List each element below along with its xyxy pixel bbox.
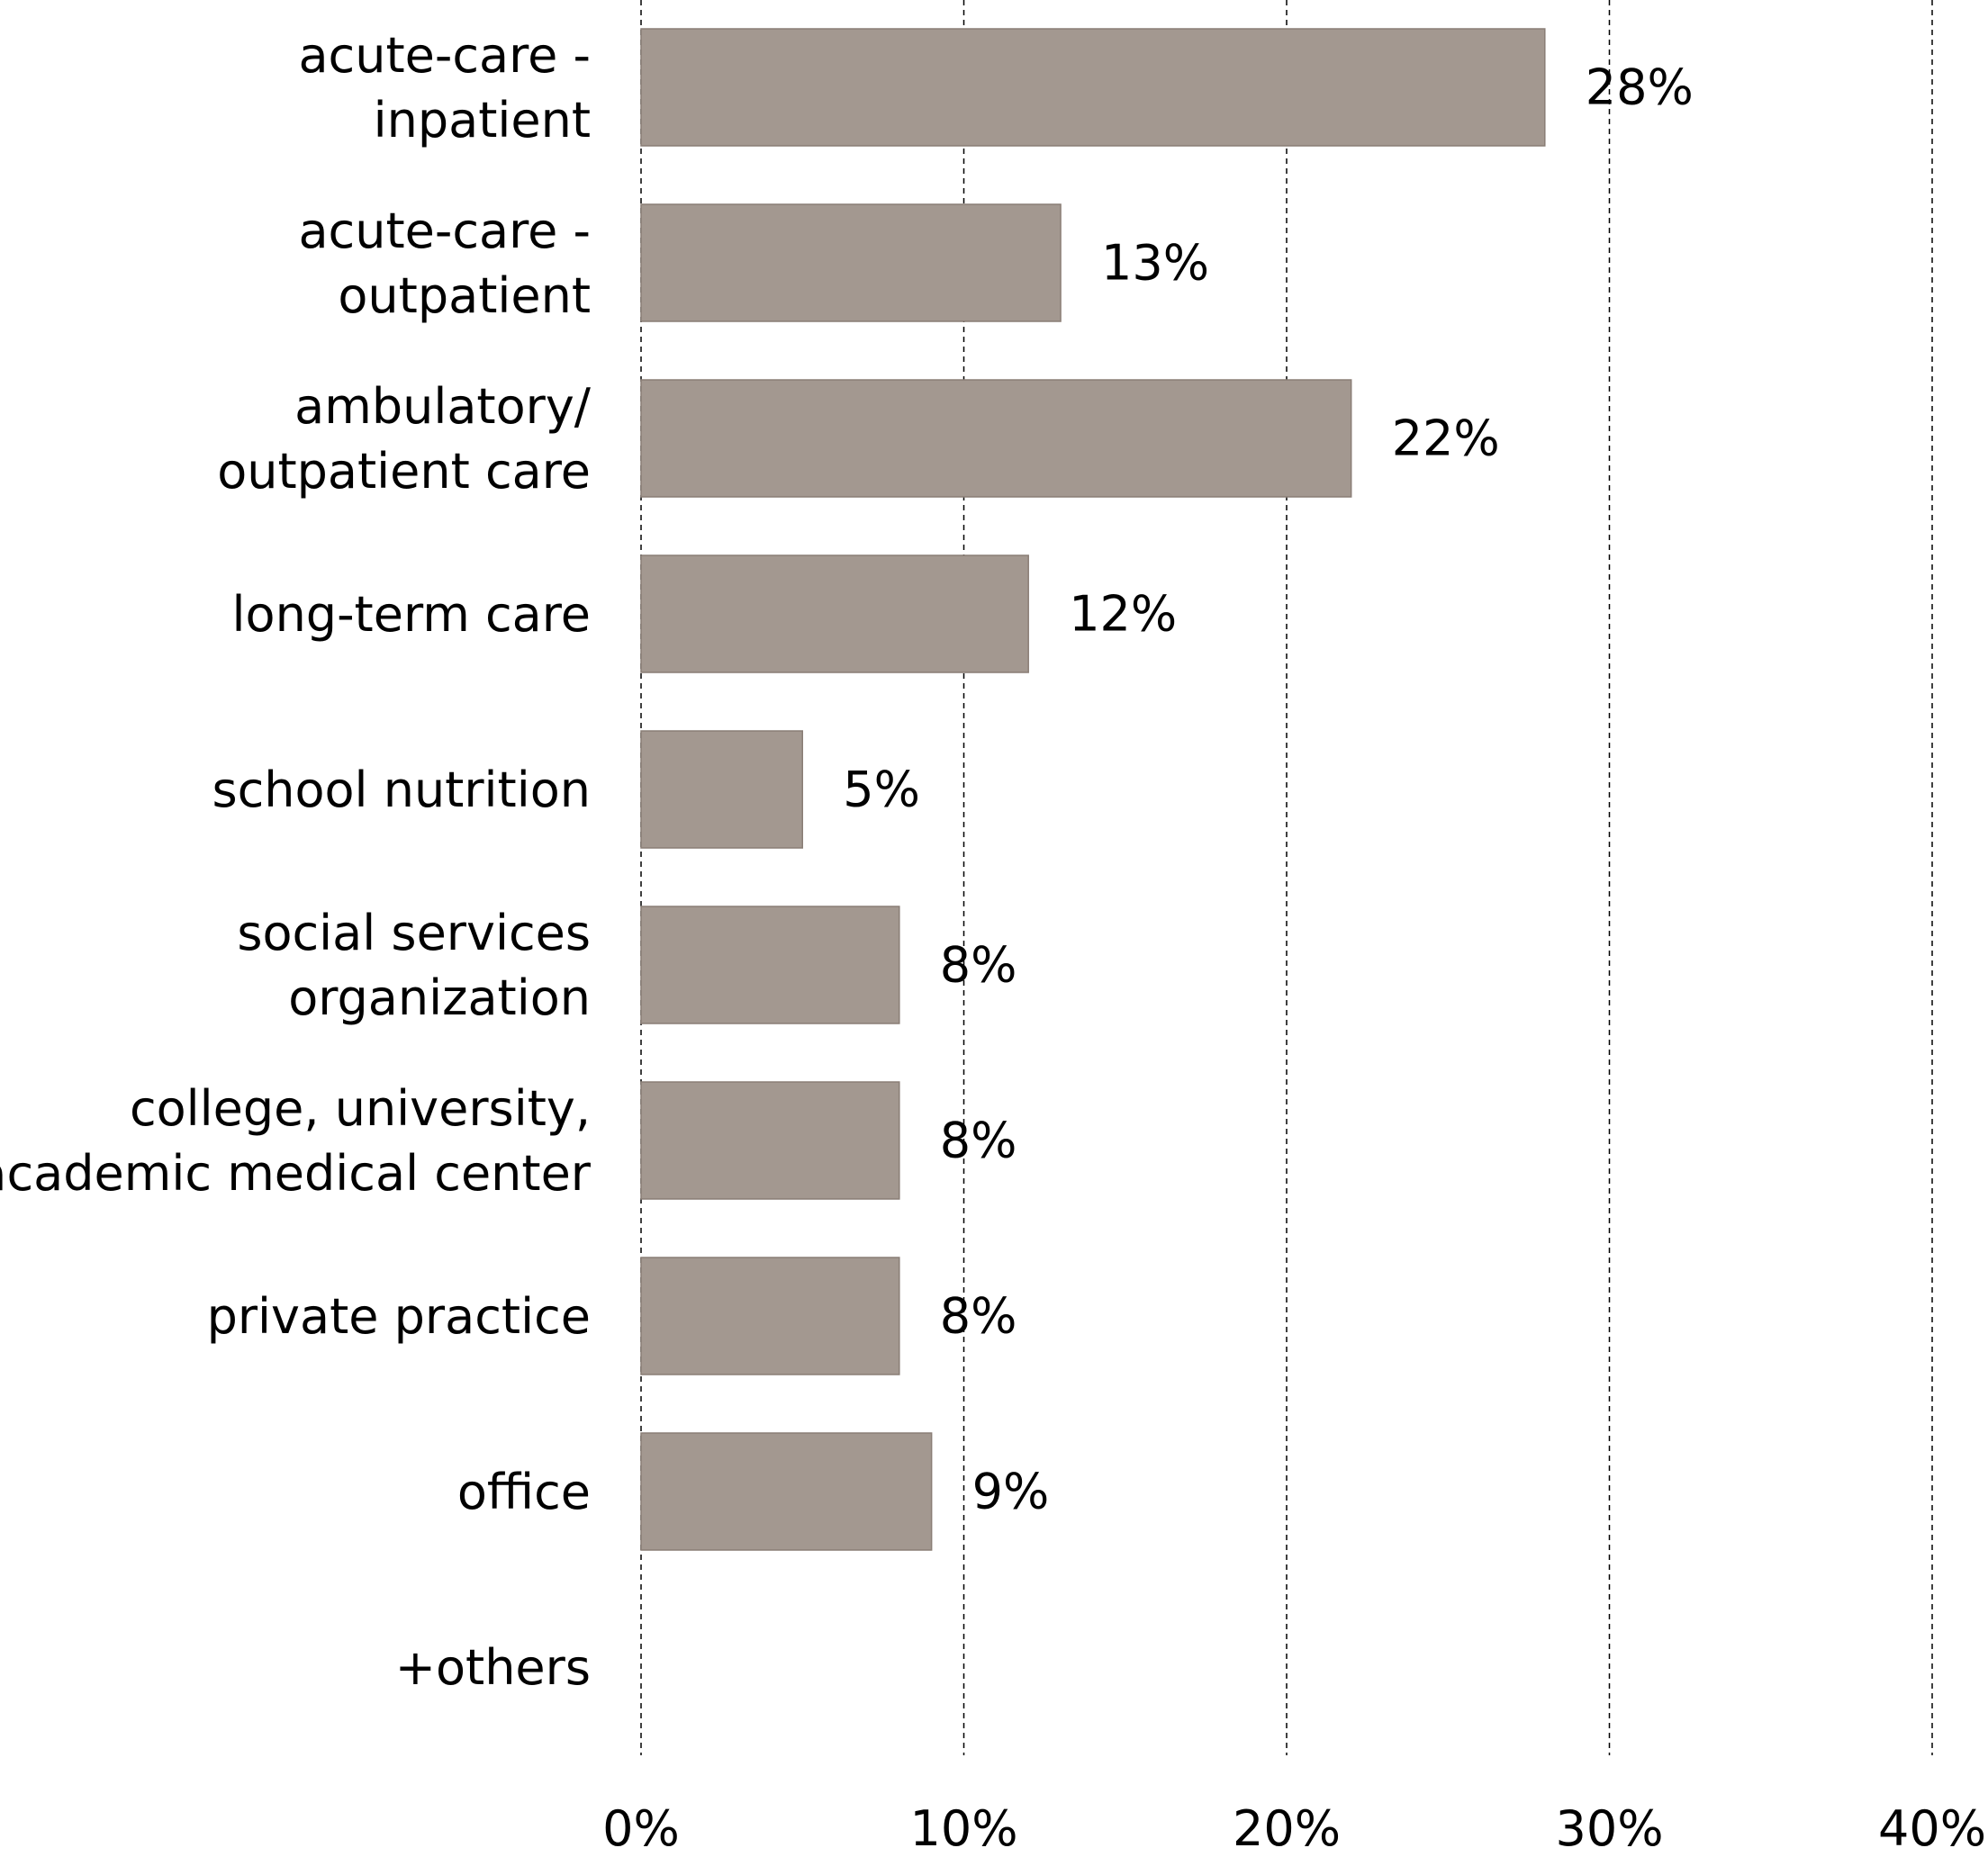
x-tick-label: 0% xyxy=(602,1800,680,1857)
bar xyxy=(640,28,1546,147)
category-label: college, university, academic medical cen… xyxy=(0,1080,592,1202)
bar xyxy=(640,379,1352,498)
category-label-line: +others xyxy=(395,1639,591,1696)
category-label: ambulatory/outpatient care xyxy=(217,378,592,500)
category-label-line: ambulatory/ xyxy=(294,378,592,435)
category-label: acute-care - outpatient xyxy=(298,203,591,324)
category-label-line: organization xyxy=(288,969,591,1026)
data-label: 9% xyxy=(972,1464,1050,1520)
data-label: 8% xyxy=(940,1113,1017,1169)
x-axis-tick-labels: 0% 10% 20% 30% 40% xyxy=(602,1800,1986,1857)
data-label: 5% xyxy=(843,762,920,818)
category-label-line: outpatient care xyxy=(217,443,591,500)
x-tick-label: 10% xyxy=(909,1800,1017,1857)
category-label-line: outpatient xyxy=(338,267,591,324)
data-label: 13% xyxy=(1101,235,1209,292)
data-label: 28% xyxy=(1586,59,1694,116)
bar xyxy=(640,1081,900,1200)
category-label: school nutrition xyxy=(212,762,591,818)
value-labels: 28% 13% 22% 12% 5% 8% 8% 8% 9% xyxy=(843,59,1694,1520)
category-label-line: long-term care xyxy=(232,586,591,643)
bar xyxy=(640,203,1062,322)
category-label-line: private practice xyxy=(207,1288,591,1345)
category-label: private practice xyxy=(207,1288,591,1345)
data-label: 12% xyxy=(1069,586,1177,643)
category-label: office xyxy=(457,1464,591,1520)
category-label-line: school nutrition xyxy=(212,762,591,818)
x-tick-label: 40% xyxy=(1878,1800,1986,1857)
bar xyxy=(640,1257,900,1375)
x-tick-label: 30% xyxy=(1555,1800,1663,1857)
category-label-line: academic medical center xyxy=(0,1145,592,1202)
category-label: +others xyxy=(395,1639,591,1696)
category-label-line: acute-care - xyxy=(298,203,591,259)
category-label-line: social services xyxy=(237,905,591,961)
category-label: social services organization xyxy=(237,905,591,1026)
category-label-line: inpatient xyxy=(374,92,591,149)
category-label: long-term care xyxy=(232,586,591,643)
category-label-line: office xyxy=(457,1464,591,1520)
data-label: 8% xyxy=(940,1288,1017,1345)
bar xyxy=(640,1432,933,1551)
bars xyxy=(640,28,1546,1551)
bar xyxy=(640,554,1029,673)
bar xyxy=(640,730,803,849)
x-tick-label: 20% xyxy=(1233,1800,1341,1857)
bar xyxy=(640,906,900,1024)
category-label-line: college, university, xyxy=(130,1080,591,1137)
category-label-line: acute-care - xyxy=(298,27,591,84)
category-labels: acute-care - inpatient acute-care - outpati… xyxy=(0,27,592,1696)
data-label: 8% xyxy=(940,937,1017,994)
data-label: 22% xyxy=(1392,410,1500,467)
category-label: acute-care - inpatient xyxy=(298,27,591,149)
